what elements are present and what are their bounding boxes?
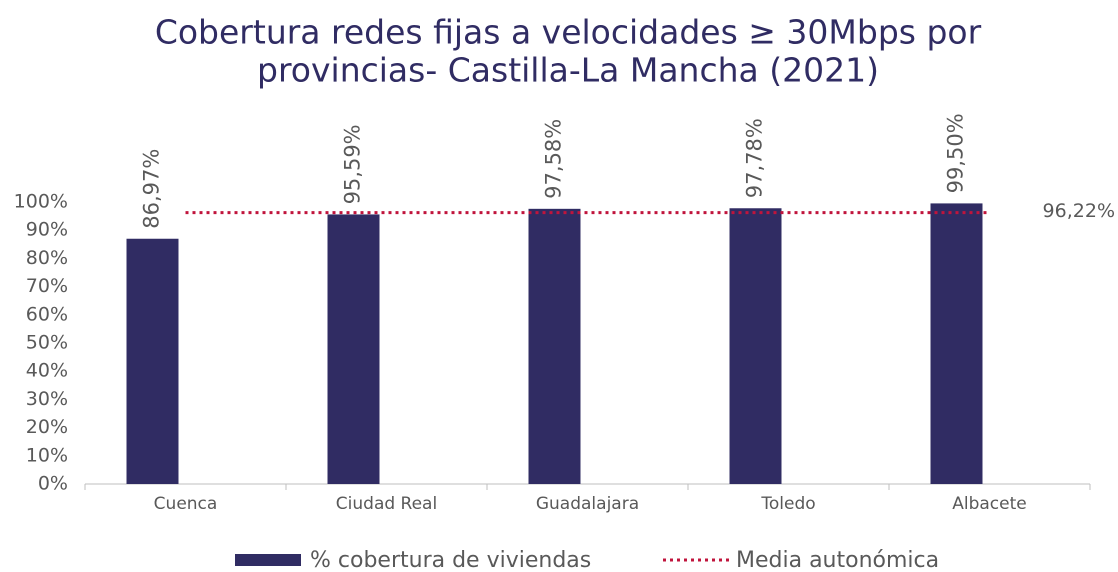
y-tick-label: 100% — [14, 191, 68, 213]
bar — [327, 214, 380, 484]
data-label: 99,50% — [944, 113, 968, 193]
bar — [729, 208, 782, 484]
legend-label: % cobertura de viviendas — [310, 548, 591, 572]
y-tick-label: 10% — [26, 444, 68, 466]
bar — [528, 208, 581, 484]
y-tick-label: 90% — [26, 219, 68, 241]
x-tick-label: Ciudad Real — [336, 494, 437, 514]
y-tick-label: 20% — [26, 416, 68, 438]
bar — [930, 203, 983, 484]
chart-title: Cobertura redes fijas a velocidades ≥ 30… — [155, 13, 982, 52]
chart-title: provincias- Castilla-La Mancha (2021) — [257, 51, 879, 90]
x-tick-label: Albacete — [952, 494, 1027, 514]
y-tick-label: 80% — [26, 247, 68, 269]
y-tick-label: 40% — [26, 360, 68, 382]
data-label: 97,78% — [743, 118, 767, 198]
bar — [126, 238, 179, 484]
y-tick-label: 50% — [26, 332, 68, 354]
reference-label: 96,22% — [1043, 200, 1115, 222]
x-tick-label: Cuenca — [154, 494, 218, 514]
legend-swatch — [235, 554, 301, 566]
y-tick-label: 30% — [26, 388, 68, 410]
y-tick-label: 60% — [26, 303, 68, 325]
data-label: 95,59% — [341, 124, 365, 204]
data-label: 86,97% — [140, 149, 164, 229]
x-tick-label: Guadalajara — [536, 494, 639, 514]
y-tick-label: 0% — [38, 473, 68, 495]
x-tick-label: Toledo — [760, 494, 815, 514]
data-label: 97,58% — [542, 119, 566, 199]
legend-label: Media autonómica — [736, 548, 939, 572]
y-tick-label: 70% — [26, 275, 68, 297]
